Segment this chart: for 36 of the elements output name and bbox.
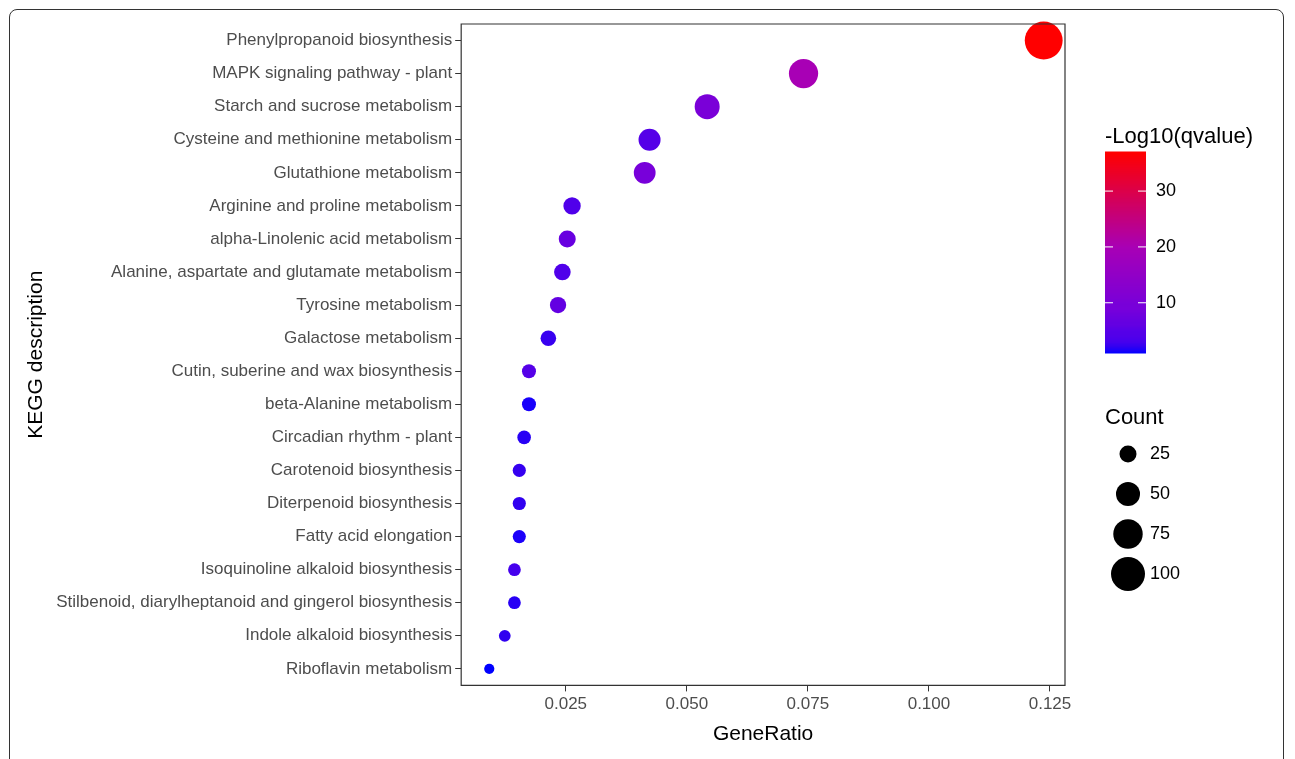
y-tick-label: Isoquinoline alkaloid biosynthesis: [200, 559, 453, 579]
y-tick-label: Cysteine and methionine metabolism: [173, 129, 453, 149]
legend-label: 75: [1150, 522, 1171, 543]
legend-title: Count: [1105, 404, 1164, 429]
x-axis-title: GeneRatio: [712, 721, 814, 745]
y-tick-label: alpha-Linolenic acid metabolism: [210, 228, 453, 248]
y-tick-label: Cutin, suberine and wax biosynthesis: [171, 360, 453, 380]
y-tick-label: Indole alkaloid biosynthesis: [245, 625, 453, 645]
y-tick-label: MAPK signaling pathway - plant: [212, 63, 453, 83]
x-tick-label: 0.125: [1028, 694, 1072, 714]
x-tick-label: 0.075: [786, 694, 830, 714]
y-tick-label: Riboflavin metabolism: [285, 658, 453, 678]
y-tick-label: beta-Alanine metabolism: [265, 393, 453, 413]
color-bar-label: 10: [1156, 291, 1177, 312]
y-tick-label: Starch and sucrose metabolism: [214, 96, 453, 116]
y-tick-label: Stilbenoid, diarylheptanoid and gingerol biosynthesis: [56, 592, 453, 612]
y-tick-label: Arginine and proline metabolism: [209, 195, 453, 215]
y-tick-label: Diterpenoid biosynthesis: [266, 493, 453, 513]
x-tick-label: 0.100: [907, 694, 951, 714]
y-axis-title: KEGG description: [23, 270, 47, 439]
legend-label: 100: [1150, 562, 1181, 583]
x-tick-label: 0.025: [544, 694, 588, 714]
y-tick-label: Phenylpropanoid biosynthesis: [226, 30, 453, 50]
y-tick-label: Tyrosine metabolism: [296, 294, 453, 314]
color-bar-title: -Log10(qvalue): [1105, 123, 1253, 148]
y-tick-label: Carotenoid biosynthesis: [270, 460, 453, 480]
y-tick-label: Galactose metabolism: [284, 327, 453, 347]
color-bar-label: 20: [1156, 235, 1177, 256]
y-tick-label: Circadian rhythm - plant: [271, 427, 453, 447]
y-tick-label: Glutathione metabolism: [273, 162, 453, 182]
legend-label: 50: [1150, 482, 1171, 503]
y-tick-label: Alanine, aspartate and glutamate metabolism: [111, 261, 453, 281]
color-bar-label: 30: [1156, 180, 1177, 201]
legend-label: 25: [1150, 442, 1171, 463]
y-tick-label: Fatty acid elongation: [295, 526, 453, 546]
x-tick-label: 0.050: [665, 694, 709, 714]
